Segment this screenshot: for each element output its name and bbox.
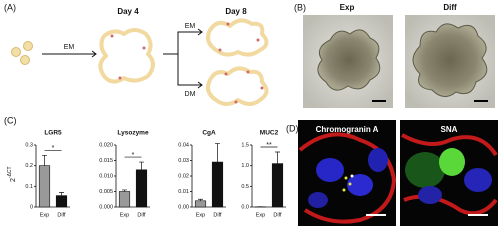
bar — [118, 191, 131, 208]
x-tick-label: Diff — [137, 212, 146, 218]
error-bar — [139, 161, 144, 170]
x-tick-label: Exp — [256, 212, 265, 218]
bar — [211, 161, 224, 208]
significance-label: ** — [266, 142, 272, 149]
bar — [38, 165, 51, 208]
x-tick-label: Diff — [57, 212, 66, 218]
x-tick-label: Exp — [196, 212, 205, 218]
bar — [194, 200, 207, 208]
bar — [135, 169, 148, 208]
y-tick-label: 0.020 — [99, 142, 113, 148]
image-title: Exp — [340, 3, 355, 12]
bar — [55, 195, 68, 208]
panel-label: (A) — [4, 2, 16, 12]
y-tick-label: 0.5 — [241, 184, 249, 190]
y-tick-label: 0.000 — [99, 204, 113, 210]
arrow-label: EM — [185, 23, 196, 30]
figure: (A) Day 4 Day 8 EM EM DM (B) Exp Diff (C… — [4, 2, 498, 226]
arrow-label: DM — [185, 91, 196, 98]
error-bar — [122, 189, 127, 192]
y-tick-label: 0 — [30, 204, 33, 210]
fluorescence-image — [298, 120, 498, 226]
y-tick-label: 0.01 — [178, 189, 189, 195]
chart-title: LGR5 — [44, 130, 62, 137]
y-tick-label: 1.5 — [241, 142, 249, 148]
y-tick-label: 0.1 — [25, 184, 33, 190]
y-tick-label: 0.010 — [99, 173, 113, 179]
micrograph — [303, 15, 495, 108]
arrow-label: EM — [64, 44, 75, 51]
day-label: Day 4 — [117, 7, 139, 16]
x-tick-label: Exp — [120, 212, 129, 218]
chart-title: Lysozyme — [117, 130, 149, 137]
image-title: Chromogranin A — [316, 125, 379, 134]
y-tick-label: 0.005 — [99, 189, 113, 195]
significance-label: * — [132, 152, 135, 159]
single-cells — [11, 41, 33, 65]
y-tick-label: 0.2 — [25, 163, 33, 169]
y-tick-label: 1.0 — [241, 163, 249, 169]
y-tick-label: 0.03 — [178, 158, 189, 164]
bar — [271, 163, 284, 208]
x-tick-label: Diff — [213, 212, 222, 218]
error-bar — [215, 143, 220, 163]
y-tick-label: 0.3 — [25, 142, 33, 148]
y-tick-label: 0.0 — [241, 204, 249, 210]
day-label: Day 8 — [225, 7, 247, 16]
error-bar — [42, 154, 47, 166]
y-axis-label-base: 2 — [10, 178, 17, 182]
y-tick-label: 0.04 — [178, 142, 189, 148]
arrows — [42, 28, 203, 89]
x-tick-label: Exp — [40, 212, 49, 218]
chart-title: CgA — [202, 130, 216, 137]
image-title: Diff — [443, 3, 457, 12]
error-bar — [275, 151, 280, 164]
cell-dots — [110, 22, 264, 104]
panel-label: (B) — [294, 2, 306, 12]
y-axis-label-exponent: -ΔCT — [7, 166, 13, 178]
y-tick-label: 0.00 — [178, 204, 189, 210]
y-axis-label: 2-ΔCT — [7, 166, 17, 182]
error-bar — [59, 192, 64, 196]
x-tick-label: Diff — [273, 212, 282, 218]
y-tick-label: 0.015 — [99, 158, 113, 164]
chart-title: MUC2 — [260, 130, 279, 137]
image-title: SNA — [441, 125, 458, 134]
organoid — [98, 18, 269, 106]
error-bar — [198, 198, 203, 201]
significance-label: * — [52, 145, 55, 152]
y-tick-label: 0.02 — [178, 173, 189, 179]
panel-label: (C) — [4, 115, 17, 125]
panel-label: (D) — [286, 123, 299, 133]
